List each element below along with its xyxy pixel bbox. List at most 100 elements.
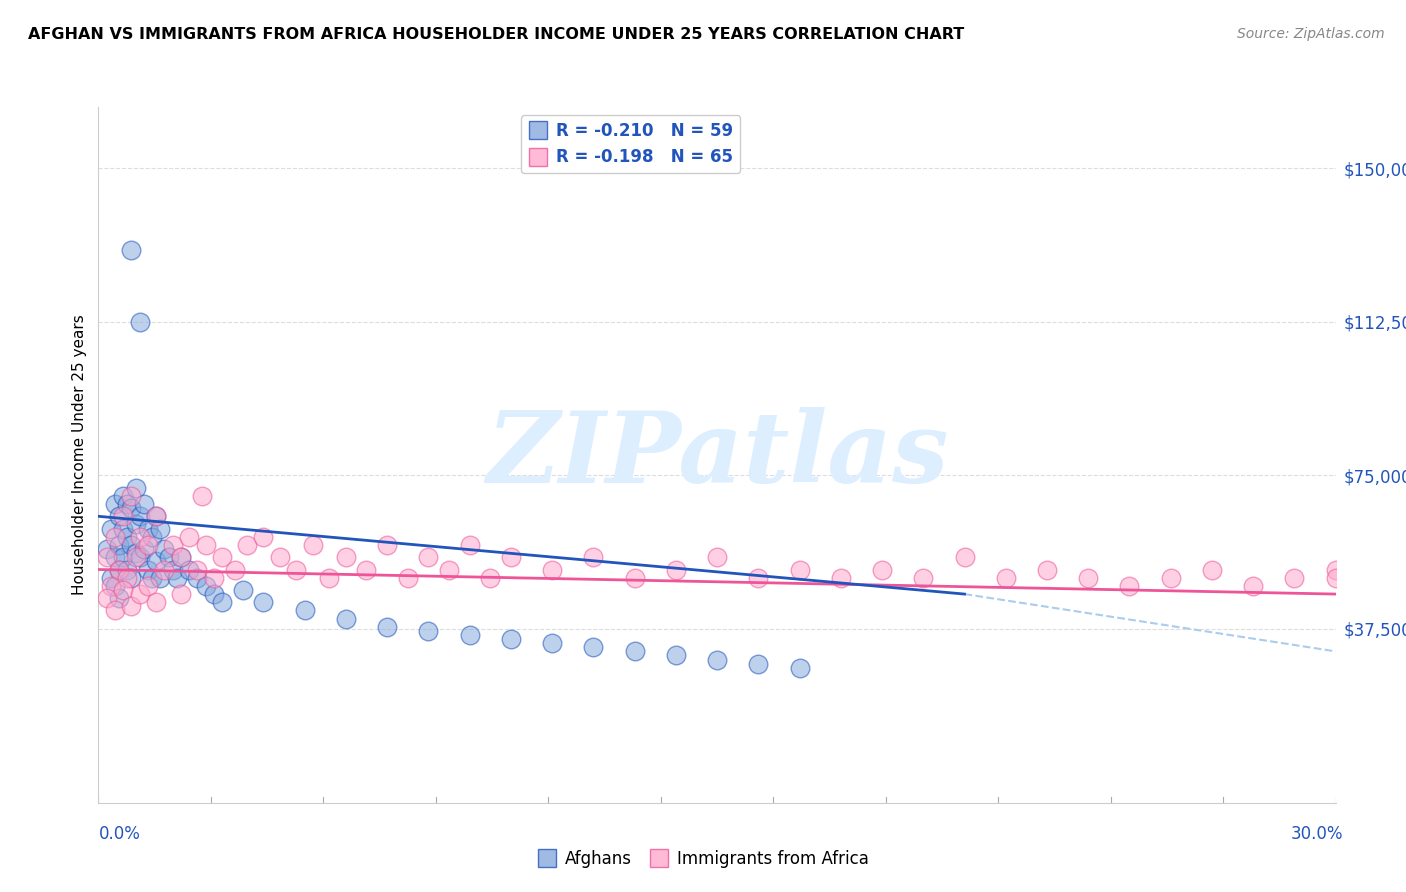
Point [232, 582, 254, 597]
Point [375, 620, 398, 634]
Point [1160, 571, 1182, 585]
Point [128, 509, 150, 524]
Text: AFGHAN VS IMMIGRANTS FROM AFRICA HOUSEHOLDER INCOME UNDER 25 YEARS CORRELATION C: AFGHAN VS IMMIGRANTS FROM AFRICA HOUSEHO… [28, 27, 965, 42]
Point [437, 562, 460, 576]
Point [1241, 579, 1264, 593]
Point [623, 644, 645, 658]
Point [582, 640, 605, 655]
Point [141, 530, 163, 544]
Point [479, 571, 502, 585]
Point [294, 603, 316, 617]
Point [124, 550, 146, 565]
Point [499, 632, 522, 646]
Point [285, 562, 308, 576]
Point [335, 612, 357, 626]
Point [120, 599, 142, 614]
Point [108, 591, 131, 606]
Point [128, 550, 150, 565]
Point [149, 522, 172, 536]
Point [100, 522, 122, 536]
Point [302, 538, 325, 552]
Point [117, 571, 139, 585]
Point [665, 648, 688, 663]
Point [170, 587, 193, 601]
Point [112, 522, 135, 536]
Point [112, 582, 135, 597]
Point [224, 562, 246, 576]
Point [541, 636, 564, 650]
Point [706, 550, 728, 565]
Point [120, 538, 142, 552]
Point [157, 550, 180, 565]
Point [236, 538, 259, 552]
Point [112, 489, 135, 503]
Point [153, 562, 176, 576]
Point [145, 595, 167, 609]
Point [136, 522, 159, 536]
Point [120, 489, 142, 503]
Point [1201, 562, 1223, 576]
Point [141, 571, 163, 585]
Point [108, 562, 131, 576]
Point [104, 497, 127, 511]
Point [1036, 562, 1059, 576]
Point [665, 562, 688, 576]
Point [124, 517, 146, 532]
Point [96, 550, 118, 565]
Legend: Afghans, Immigrants from Africa: Afghans, Immigrants from Africa [530, 844, 876, 875]
Point [318, 571, 340, 585]
Point [100, 571, 122, 585]
Point [120, 244, 142, 258]
Point [120, 571, 142, 585]
Point [211, 595, 233, 609]
Point [252, 595, 274, 609]
Point [499, 550, 522, 565]
Point [953, 550, 976, 565]
Point [136, 538, 159, 552]
Point [104, 550, 127, 565]
Point [124, 546, 146, 560]
Legend: R = -0.210   N = 59, R = -0.198   N = 65: R = -0.210 N = 59, R = -0.198 N = 65 [522, 115, 740, 173]
Point [108, 509, 131, 524]
Point [418, 624, 440, 638]
Point [202, 571, 225, 585]
Point [458, 628, 481, 642]
Point [1324, 562, 1347, 576]
Point [120, 501, 142, 516]
Text: 30.0%: 30.0% [1291, 825, 1343, 843]
Point [124, 481, 146, 495]
Point [202, 587, 225, 601]
Point [190, 489, 212, 503]
Point [128, 587, 150, 601]
Point [194, 538, 217, 552]
Point [789, 562, 811, 576]
Y-axis label: Householder Income Under 25 years: Householder Income Under 25 years [72, 315, 87, 595]
Point [166, 571, 188, 585]
Point [186, 562, 208, 576]
Point [747, 571, 769, 585]
Point [132, 542, 155, 557]
Point [136, 579, 159, 593]
Point [117, 562, 139, 576]
Point [108, 538, 131, 552]
Point [1077, 571, 1099, 585]
Point [870, 562, 893, 576]
Point [96, 591, 118, 606]
Point [1284, 571, 1306, 585]
Point [186, 571, 208, 585]
Point [541, 562, 564, 576]
Point [117, 497, 139, 511]
Point [418, 550, 440, 565]
Point [179, 530, 201, 544]
Point [108, 562, 131, 576]
Point [335, 550, 357, 565]
Point [104, 603, 127, 617]
Point [145, 509, 167, 524]
Point [112, 509, 135, 524]
Point [1324, 571, 1347, 585]
Point [396, 571, 419, 585]
Point [100, 579, 122, 593]
Point [211, 550, 233, 565]
Point [830, 571, 852, 585]
Point [458, 538, 481, 552]
